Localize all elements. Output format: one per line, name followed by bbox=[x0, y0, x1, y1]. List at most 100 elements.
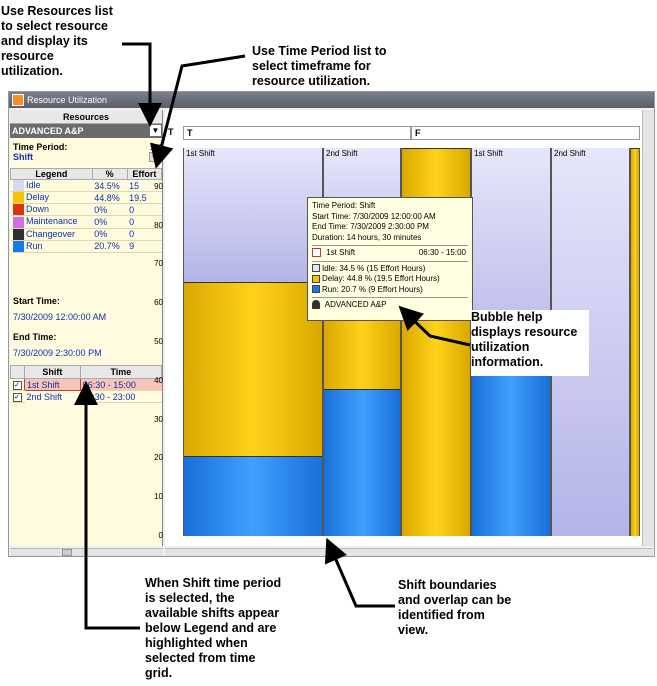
time-info: Start Time: 7/30/2009 12:00:00 AM End Ti… bbox=[13, 292, 106, 358]
legend-row-changeover: Changeover 0% 0 bbox=[10, 228, 162, 241]
segment-run[interactable] bbox=[472, 373, 550, 536]
shift-row[interactable]: ✓ 2nd Shift 14:30 - 23:00 bbox=[10, 390, 162, 403]
legend-name: Maintenance bbox=[26, 216, 78, 227]
legend-row-down: Down 0% 0 bbox=[10, 203, 162, 217]
tooltip-shift-row: 1st Shift 06:30 - 15:00 bbox=[312, 248, 468, 259]
legend-swatch bbox=[12, 240, 24, 252]
left-horizontal-scrollbar[interactable] bbox=[10, 548, 163, 556]
callout-time-period: Use Time Period list to select timeframe… bbox=[252, 44, 387, 88]
legend-swatch bbox=[12, 192, 24, 204]
legend-effort: 19.5 bbox=[127, 191, 162, 205]
y-tick-label: 10 bbox=[154, 492, 163, 502]
legend-effort: 0 bbox=[127, 228, 162, 241]
legend-name: Changeover bbox=[26, 228, 76, 239]
legend-effort: 0 bbox=[127, 215, 162, 229]
y-tick-label: 100 bbox=[149, 143, 163, 152]
legend-table: Legend % Effort Idle 34.5% 15 Delay 44.8% 19… bbox=[10, 168, 162, 253]
shift-column[interactable] bbox=[630, 148, 640, 536]
legend-effort: 9 bbox=[127, 240, 162, 253]
shift-column-label: 1st Shift bbox=[474, 149, 503, 158]
legend-pct: 44.8% bbox=[92, 191, 128, 205]
bubble-help-tooltip: Time Period: Shift Start Time: 7/30/2009… bbox=[307, 197, 473, 321]
tooltip-duration: Duration: 14 hours, 30 minutes bbox=[312, 232, 422, 242]
tooltip-delay: Delay: 44.8 % (19.5 Effort Hours) bbox=[322, 274, 440, 283]
legend-name: Idle bbox=[26, 180, 41, 190]
tooltip-period: Time Period: Shift bbox=[312, 201, 376, 210]
tooltip-resource: ADVANCED A&P bbox=[324, 300, 387, 309]
legend-pct: 0% bbox=[92, 215, 128, 229]
y-tick-label: 0 bbox=[158, 531, 163, 540]
grid-horizontal-scrollbar[interactable] bbox=[165, 548, 653, 556]
y-tick-label: 20 bbox=[154, 453, 163, 463]
tooltip-run-row: Run: 20.7 % (9 Effort Hours) bbox=[312, 285, 468, 296]
legend-effort: 0 bbox=[127, 203, 162, 217]
legend-row-idle: Idle 34.5% 15 bbox=[10, 179, 162, 193]
shift-name[interactable]: 2nd Shift bbox=[26, 391, 63, 402]
legend-effort: 15 bbox=[127, 179, 162, 193]
callout-shift-period: When Shift time period is selected, the … bbox=[145, 576, 282, 680]
day-header-f: F bbox=[411, 126, 640, 140]
tooltip-start: Start Time: 7/30/2009 12:00:00 AM bbox=[312, 211, 436, 221]
legend-swatch bbox=[12, 216, 24, 228]
app-icon bbox=[12, 94, 24, 106]
callout-bubble: Bubble help displays resource utilizatio… bbox=[471, 310, 589, 376]
vertical-scrollbar[interactable] bbox=[642, 110, 654, 546]
time-period-value[interactable]: Shift bbox=[13, 152, 33, 162]
tooltip-end: End Time: 7/30/2009 2:30:00 PM bbox=[312, 222, 429, 231]
left-panel: Resources ADVANCED A&P ▼ Time Period: Sh… bbox=[10, 110, 163, 546]
start-time-value: 7/30/2009 12:00:00 AM bbox=[13, 312, 107, 322]
resources-header: Resources bbox=[10, 110, 162, 124]
legend-col-name: Legend bbox=[10, 168, 93, 180]
end-time-label: End Time: bbox=[13, 332, 57, 342]
legend-pct: 0% bbox=[92, 228, 128, 241]
legend-row-delay: Delay 44.8% 19.5 bbox=[10, 191, 162, 205]
shift-checkbox[interactable]: ✓ bbox=[12, 392, 22, 402]
shift-column-label: 1st Shift bbox=[186, 149, 215, 158]
legend-name: Run bbox=[26, 240, 43, 251]
tooltip-shift: 1st Shift bbox=[326, 248, 356, 257]
shifts-col-time: Time bbox=[79, 365, 162, 379]
legend-row-maintenance: Maintenance 0% 0 bbox=[10, 215, 162, 229]
legend-pct: 34.5% bbox=[92, 179, 128, 193]
segment-delay[interactable] bbox=[184, 281, 322, 456]
callout-boundaries: Shift boundaries and overlap can be iden… bbox=[398, 578, 512, 637]
segment-run[interactable] bbox=[324, 388, 400, 536]
shift-checkbox[interactable]: ✓ bbox=[12, 380, 22, 390]
time-period-label: Time Period: bbox=[13, 142, 68, 152]
window-titlebar: Resource Utilization bbox=[9, 92, 654, 108]
segment-run[interactable] bbox=[184, 455, 322, 536]
legend-swatch bbox=[12, 228, 24, 240]
y-tick-label: 80 bbox=[154, 220, 163, 230]
y-tick-label: 40 bbox=[154, 375, 163, 385]
window-title: Resource Utilization bbox=[27, 95, 108, 105]
legend-name: Down bbox=[26, 204, 50, 215]
segment-delay[interactable] bbox=[631, 148, 639, 536]
legend-name: Delay bbox=[26, 192, 50, 203]
segment-idle[interactable] bbox=[184, 148, 322, 282]
calendar-icon bbox=[312, 248, 321, 258]
y-axis bbox=[148, 56, 176, 456]
shift-row[interactable]: ✓ 1st Shift 06:30 - 15:00 bbox=[10, 378, 162, 391]
resources-dropdown[interactable]: ADVANCED A&P ▼ bbox=[10, 124, 162, 138]
shift-name[interactable]: 1st Shift bbox=[24, 378, 81, 391]
run-swatch bbox=[312, 285, 320, 294]
shift-column[interactable]: 1st Shift bbox=[183, 148, 323, 536]
legend-col-pct: % bbox=[91, 168, 128, 180]
legend-swatch bbox=[12, 180, 24, 192]
tooltip-delay-row: Delay: 44.8 % (19.5 Effort Hours) bbox=[312, 274, 468, 285]
delay-swatch bbox=[312, 274, 320, 283]
y-tick-label: 70 bbox=[154, 259, 163, 269]
y-tick-label: 30 bbox=[154, 414, 163, 424]
legend-col-effort: Effort bbox=[126, 168, 162, 180]
resources-selected: ADVANCED A&P bbox=[12, 126, 84, 136]
tooltip-run: Run: 20.7 % (9 Effort Hours) bbox=[322, 284, 423, 294]
legend-pct: 0% bbox=[92, 203, 128, 217]
shift-column-label: 2nd Shift bbox=[554, 149, 586, 158]
start-time-label: Start Time: bbox=[13, 296, 60, 306]
end-time-value: 7/30/2009 2:30:00 PM bbox=[13, 348, 102, 358]
shifts-col-name: Shift bbox=[24, 365, 81, 379]
chevron-down-icon[interactable]: ▼ bbox=[150, 125, 161, 136]
tooltip-idle-row: Idle: 34.5 % (15 Effort Hours) bbox=[312, 264, 468, 275]
day-header-t: T bbox=[183, 126, 411, 140]
tooltip-resource-row: ADVANCED A&P bbox=[312, 300, 468, 311]
